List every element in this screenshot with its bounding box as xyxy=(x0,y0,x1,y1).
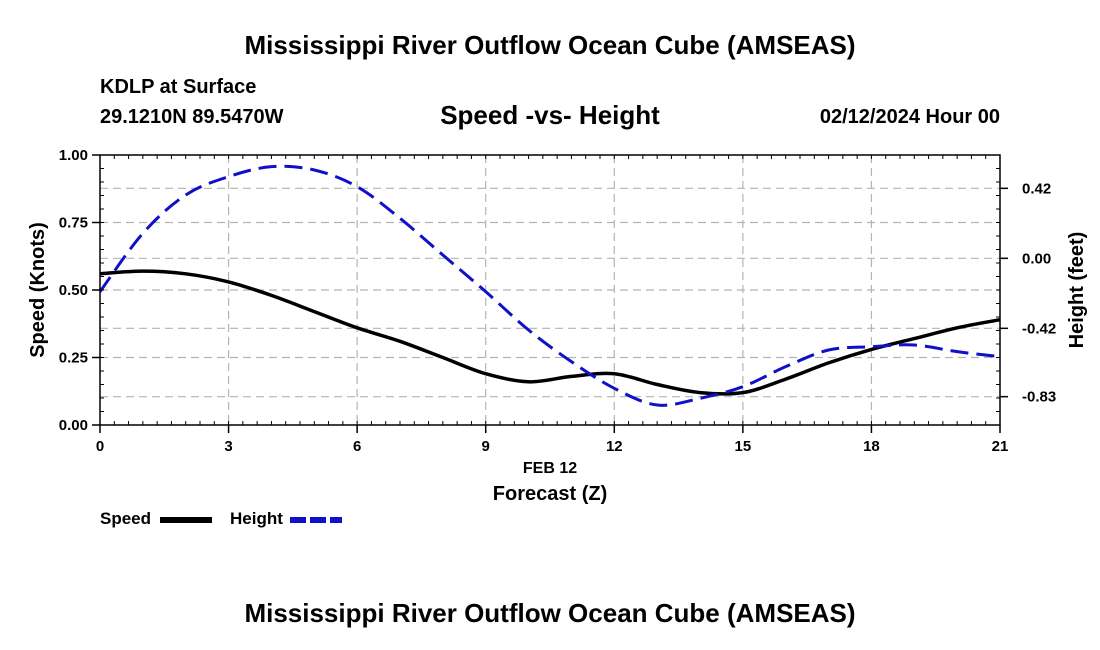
speed-series-line xyxy=(99,269,1001,396)
grid-layer xyxy=(100,155,1000,425)
y-tick-label: 0.75 xyxy=(59,215,88,232)
coordinates-label: 29.1210N 89.5470W xyxy=(100,106,284,128)
x-tick-label: 18 xyxy=(863,438,880,455)
legend-height-label: Height xyxy=(230,509,283,528)
height-series-line xyxy=(98,164,1001,407)
y-tick-label: 0.00 xyxy=(59,417,88,434)
x-tick-label: 15 xyxy=(735,438,752,455)
x-tick-label: 12 xyxy=(606,438,623,455)
x-tick-label: 9 xyxy=(482,438,490,455)
chart-subtitle-text: Speed -vs- Height xyxy=(440,100,660,130)
x-axis-label: Forecast (Z) xyxy=(493,483,607,505)
main-title: Mississippi River Outflow Ocean Cube (AM… xyxy=(244,30,856,60)
x-tick-label: 3 xyxy=(224,438,232,455)
y-axis-label: Speed (Knots) xyxy=(27,222,49,358)
y2-tick-label: 0.42 xyxy=(1022,180,1051,197)
y2-tick-label: -0.42 xyxy=(1022,320,1056,337)
legend-speed-label: Speed xyxy=(100,509,152,528)
y2-tick-label: 0.00 xyxy=(1022,250,1051,267)
forecast-datetime: 02/12/2024 Hour 00 xyxy=(819,106,1000,128)
footer-title: Mississippi River Outflow Ocean Cube (AM… xyxy=(244,598,856,628)
station-label: KDLP at Surface xyxy=(100,76,257,98)
series-layer xyxy=(98,164,1001,407)
y-tick-label: 0.25 xyxy=(59,350,88,367)
plot-frame xyxy=(99,154,1001,426)
y2-axis-label: Height (feet) xyxy=(1066,232,1088,349)
chart-subtitle: Speed -vs- Height xyxy=(0,100,1100,131)
y2-tick-label: -0.83 xyxy=(1022,389,1056,406)
axes-layer xyxy=(92,154,1008,433)
y-tick-label: 1.00 xyxy=(59,147,88,164)
x-axis-date-label: FEB 12 xyxy=(523,460,577,477)
x-tick-label: 6 xyxy=(353,438,361,455)
x-tick-label: 0 xyxy=(96,438,104,455)
labels-layer: 0 3 6 9 12 15 18 21 0.00 0.25 0.50 0.75 1.00 -0.83 -0.… xyxy=(27,147,1088,523)
x-tick-label: 21 xyxy=(992,438,1009,455)
y-tick-label: 0.50 xyxy=(59,282,88,299)
